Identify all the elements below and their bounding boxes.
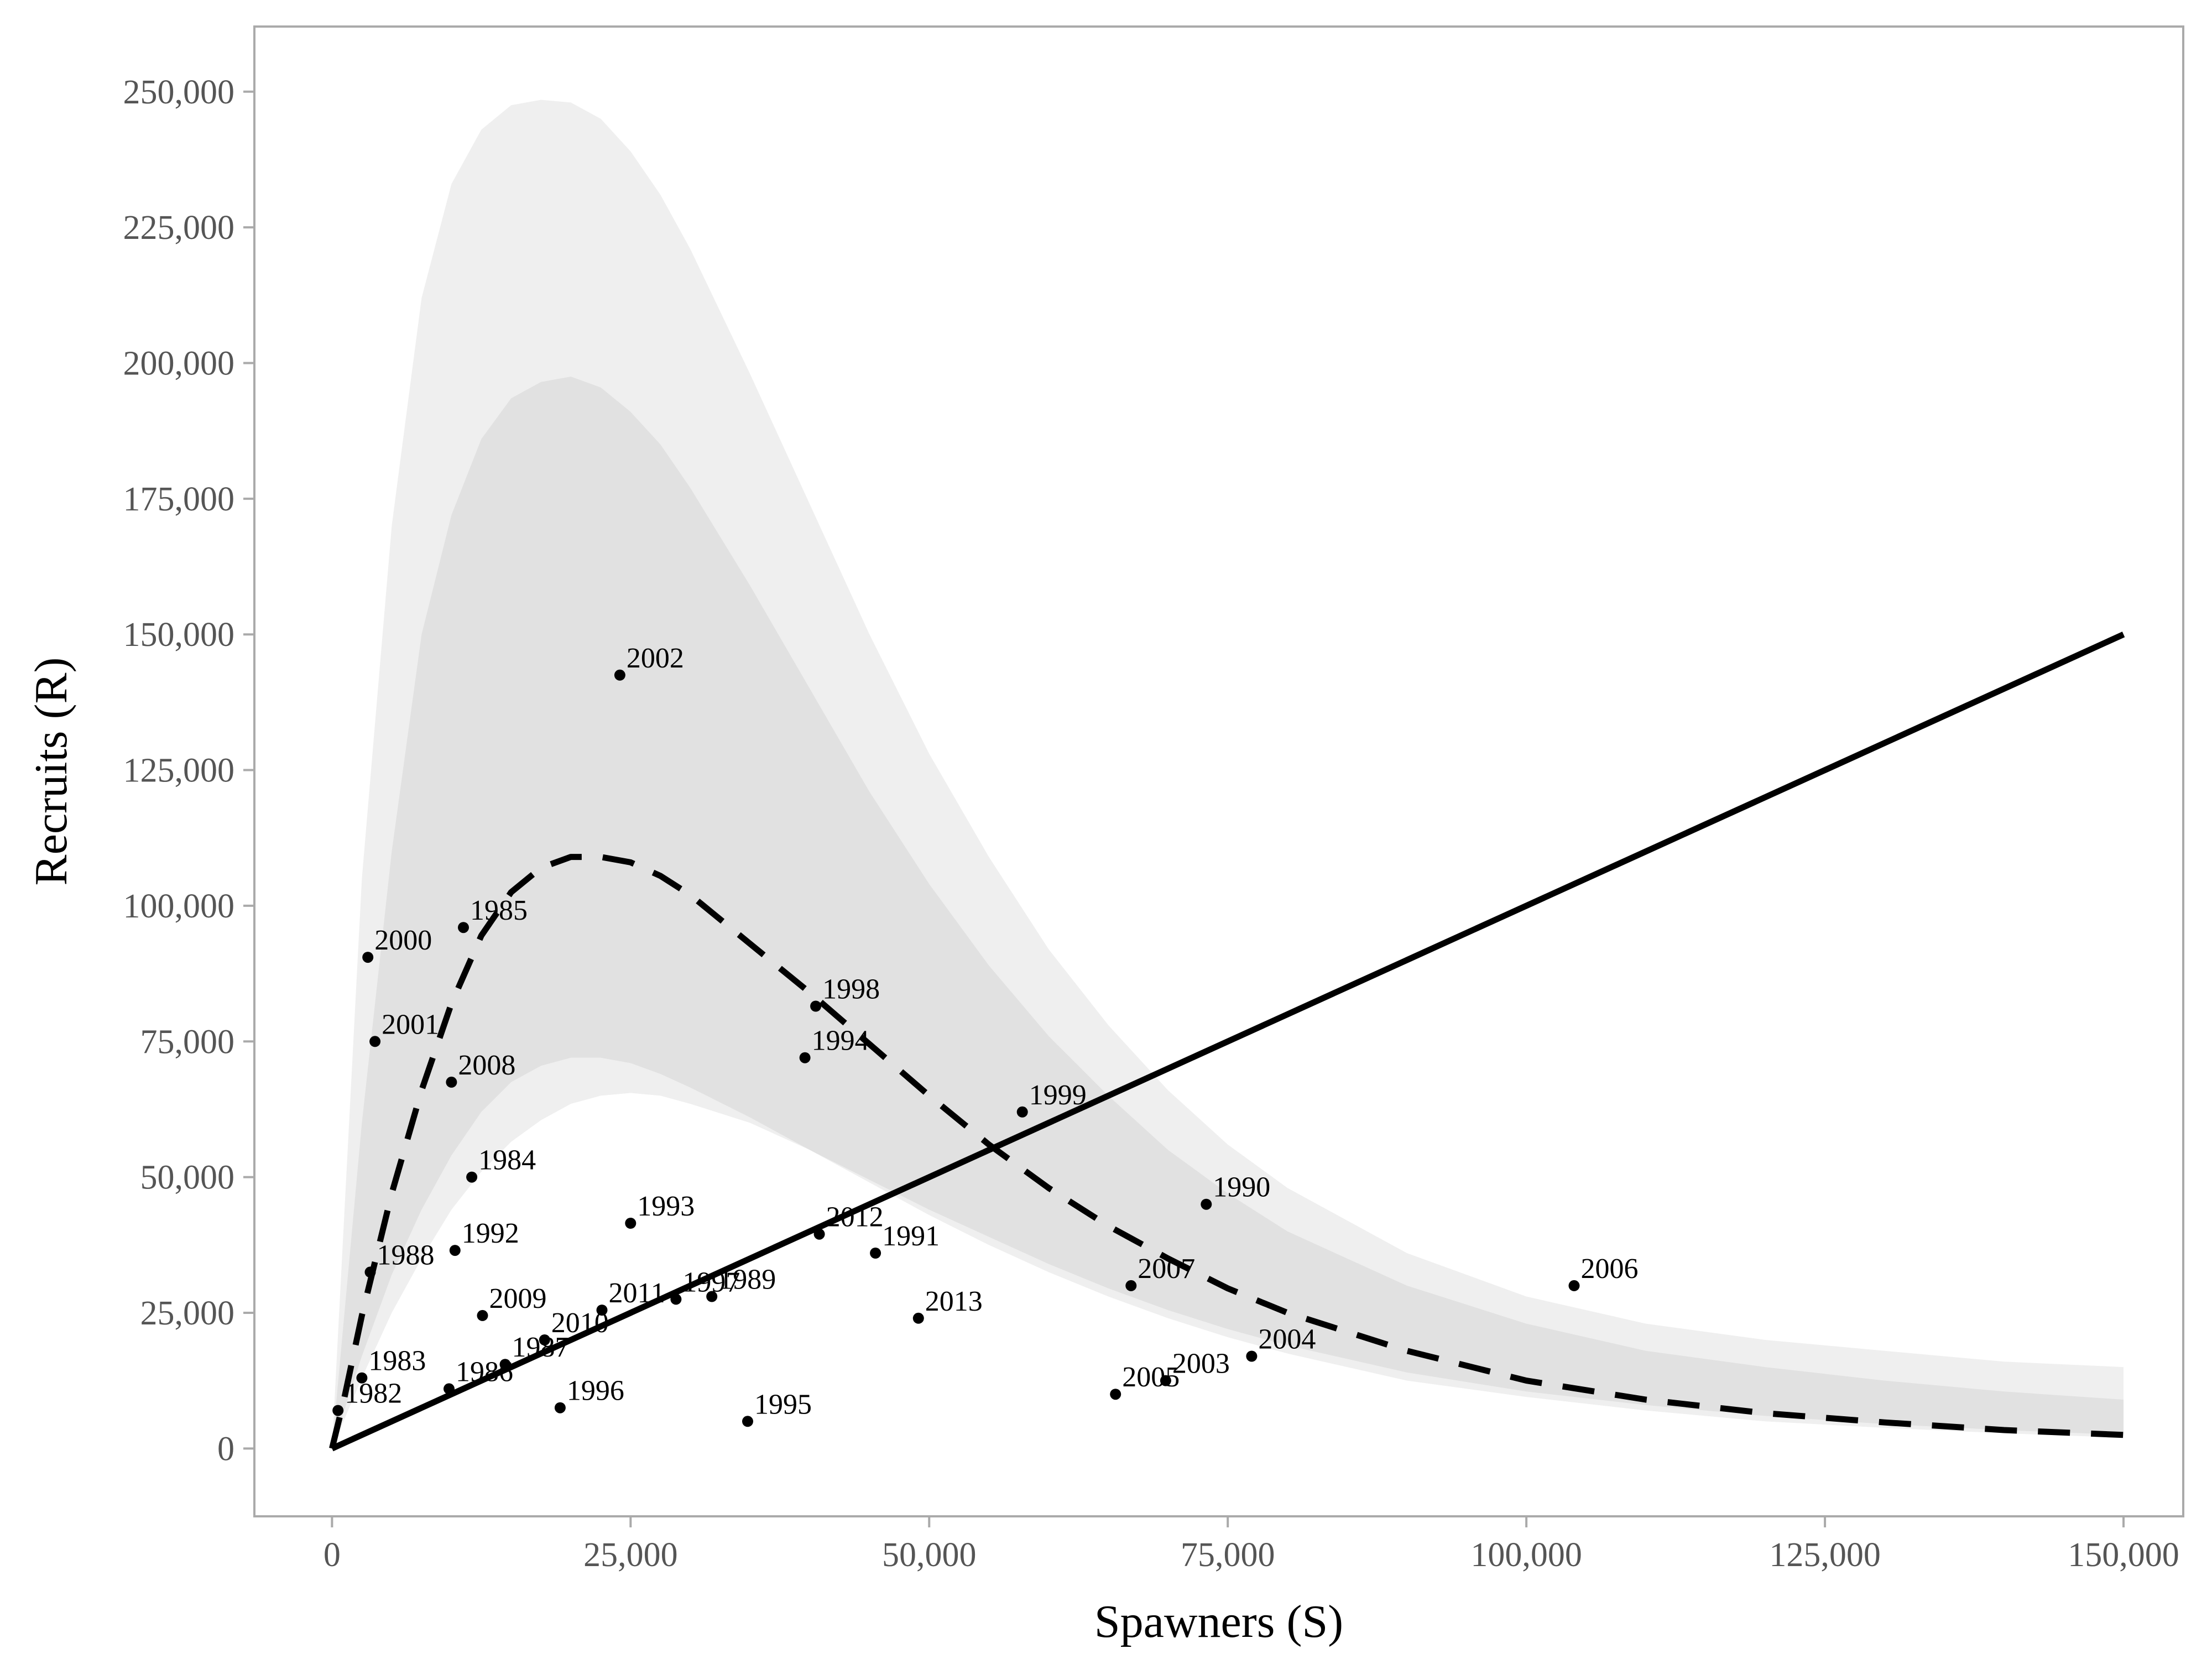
data-point-1995 [742, 1416, 753, 1427]
x-tick-label: 50,000 [882, 1536, 977, 1574]
x-tick-label: 100,000 [1470, 1536, 1582, 1574]
plot-area: 1982198319841985198619871988198919901991… [329, 100, 2125, 1452]
data-point-label-1995: 1995 [754, 1389, 812, 1420]
credible-band-inner [332, 377, 2124, 1449]
x-axis-title: Spawners (S) [1094, 1596, 1343, 1647]
data-point-label-2000: 2000 [374, 925, 432, 956]
data-point-1982 [332, 1405, 344, 1416]
data-point-label-1992: 1992 [462, 1218, 519, 1249]
y-tick-label: 125,000 [123, 752, 235, 790]
x-axis: 0 25,000 50,000 75,000 100,000 125,000 150,000 [324, 1516, 2179, 1574]
credible-band-outer-lower [332, 1057, 2124, 1449]
data-point-2005 [1110, 1389, 1121, 1400]
data-points [332, 669, 1580, 1427]
data-point-1987 [499, 1359, 511, 1370]
data-point-1989 [706, 1291, 718, 1302]
data-point-2003 [1160, 1375, 1171, 1386]
replacement-line [331, 632, 2125, 1452]
data-point-1994 [799, 1052, 811, 1063]
data-point-label-2013: 2013 [925, 1286, 983, 1317]
data-point-1988 [364, 1266, 376, 1278]
x-tick-label: 125,000 [1769, 1536, 1881, 1574]
data-point-2013 [912, 1312, 924, 1324]
data-point-2010 [539, 1334, 550, 1345]
data-point-1999 [1016, 1106, 1028, 1118]
data-point-1998 [810, 1000, 822, 1012]
data-point-1990 [1201, 1198, 1212, 1210]
data-point-1996 [554, 1402, 566, 1413]
data-point-1993 [625, 1218, 637, 1229]
data-point-2012 [813, 1228, 825, 1240]
data-point-label-2006: 2006 [1581, 1253, 1639, 1285]
data-point-label-1987: 1987 [512, 1332, 570, 1363]
data-point-label-1998: 1998 [822, 974, 880, 1005]
y-axis-title: Recruits (R) [25, 658, 77, 886]
data-point-2000 [362, 952, 374, 963]
x-tick-label: 25,000 [583, 1536, 678, 1574]
y-tick-label: 200,000 [123, 345, 235, 382]
y-tick-label: 75,000 [140, 1023, 235, 1061]
data-point-label-1983: 1983 [368, 1345, 426, 1377]
data-point-1991 [870, 1248, 881, 1259]
data-point-1986 [444, 1383, 455, 1395]
data-point-2009 [477, 1310, 488, 1321]
data-point-label-2005: 2005 [1122, 1361, 1180, 1393]
data-point-label-1988: 1988 [377, 1239, 435, 1271]
data-point-label-2004: 2004 [1258, 1324, 1316, 1355]
y-tick-label: 175,000 [123, 481, 235, 518]
y-axis: 0 25,000 50,000 75,000 100,000 125,000 150,000… [123, 74, 254, 1468]
x-tick-label: 0 [324, 1536, 341, 1574]
model-lines [329, 632, 2125, 1452]
data-point-label-1984: 1984 [478, 1145, 536, 1176]
ricker-curve [329, 854, 2124, 1449]
data-point-label-1986: 1986 [456, 1356, 513, 1387]
below-band-area [332, 1093, 2124, 1449]
data-point-label-1993: 1993 [637, 1191, 695, 1222]
credible-bands [332, 100, 2124, 1449]
data-point-label-2002: 2002 [627, 643, 684, 674]
data-point-label-2011: 2011 [609, 1277, 665, 1309]
data-point-label-2008: 2008 [458, 1050, 515, 1081]
data-point-label-2009: 2009 [489, 1283, 547, 1314]
y-tick-label: 150,000 [123, 616, 235, 654]
data-point-1985 [458, 922, 469, 933]
y-tick-label: 225,000 [123, 209, 235, 247]
y-tick-label: 250,000 [123, 74, 235, 111]
data-point-2001 [369, 1036, 381, 1047]
data-point-label-1985: 1985 [470, 895, 528, 926]
data-point-label-1989: 1989 [718, 1264, 776, 1296]
data-point-2007 [1125, 1280, 1137, 1291]
y-tick-label: 0 [217, 1430, 234, 1468]
data-point-label-2001: 2001 [382, 1009, 439, 1040]
data-point-label-1991: 1991 [882, 1220, 940, 1252]
x-tick-label: 150,000 [2068, 1536, 2179, 1574]
data-point-2002 [614, 669, 625, 681]
data-point-labels: 1982198319841985198619871988198919901991… [345, 643, 1638, 1421]
data-point-label-1997: 1997 [682, 1266, 740, 1298]
data-point-1984 [466, 1171, 478, 1183]
data-point-2004 [1246, 1350, 1258, 1362]
y-tick-label: 25,000 [140, 1295, 235, 1332]
data-point-label-1982: 1982 [345, 1378, 402, 1410]
data-point-1997 [670, 1293, 682, 1305]
data-point-label-1990: 1990 [1213, 1172, 1270, 1203]
data-point-label-1999: 1999 [1029, 1079, 1087, 1111]
data-point-label-1994: 1994 [812, 1025, 869, 1057]
data-point-2006 [1568, 1280, 1580, 1291]
data-point-label-2010: 2010 [551, 1307, 609, 1339]
data-point-label-2007: 2007 [1138, 1253, 1195, 1285]
x-tick-label: 75,000 [1181, 1536, 1275, 1574]
data-point-label-1996: 1996 [567, 1375, 624, 1407]
y-tick-label: 100,000 [123, 888, 235, 925]
data-point-label-2012: 2012 [826, 1202, 884, 1233]
plot-frame [253, 25, 2184, 1517]
data-point-2011 [596, 1305, 608, 1316]
data-point-label-2003: 2003 [1172, 1348, 1230, 1380]
data-point-1992 [449, 1245, 461, 1256]
y-tick-label: 50,000 [140, 1159, 235, 1197]
data-point-1983 [356, 1372, 368, 1384]
data-point-2008 [446, 1076, 457, 1088]
